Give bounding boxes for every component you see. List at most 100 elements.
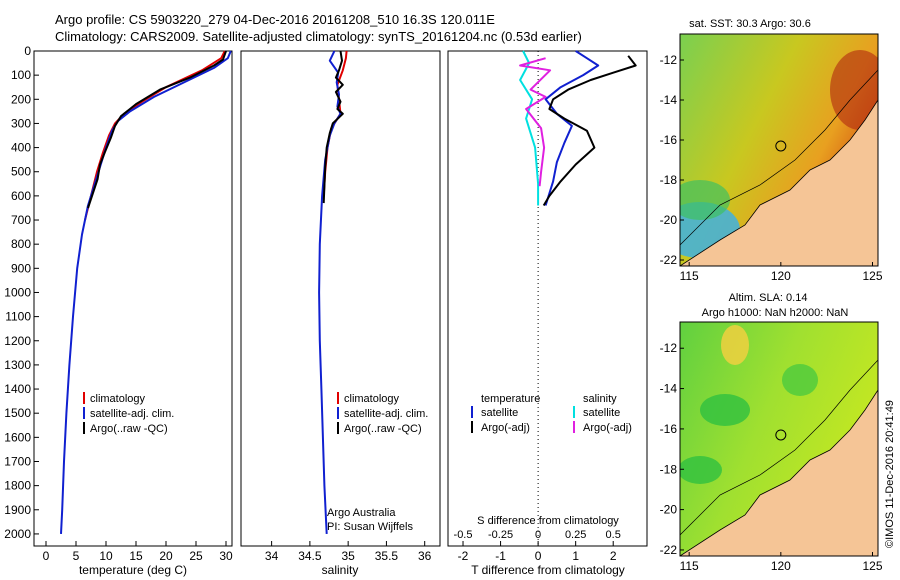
difference-axes-frame <box>447 50 648 547</box>
salinity-panel: 34 34.5 35 35.5 36 salinity climatology sate… <box>240 50 441 577</box>
series-line-s-argo-adj <box>519 57 552 187</box>
map-y-tick-label: -12 <box>660 341 678 355</box>
series-line-argo-raw-qc <box>87 50 227 209</box>
map-x-tick-label: 120 <box>771 269 791 283</box>
x-tick-label: 2 <box>610 549 617 563</box>
x2-tick-label: 0.5 <box>606 529 621 541</box>
x-tick-label: 35.5 <box>375 549 399 563</box>
x-tick-label: 15 <box>129 549 143 563</box>
y-tick-label: 1200 <box>4 334 31 348</box>
y-tick-label: 900 <box>11 261 31 275</box>
map-y-tick-label: -20 <box>660 503 678 517</box>
legend-label-satellite: satellite-adj. clim. <box>344 408 428 420</box>
header-line2: Climatology: CARS2009. Satellite-adjuste… <box>55 29 582 44</box>
map-y-tick-label: -22 <box>660 543 678 557</box>
sst-map-frame <box>679 33 879 267</box>
x-tick-label: 1 <box>572 549 579 563</box>
x-tick-label: 30 <box>219 549 233 563</box>
warm-sst-patch <box>830 50 878 130</box>
x2-tick-label: 0 <box>535 529 541 541</box>
y-tick-label: 2000 <box>4 527 31 541</box>
map-y-tick-label: -16 <box>660 422 678 436</box>
y-tick-label: 1400 <box>4 382 31 396</box>
salinity-xlabel: salinity <box>322 563 359 577</box>
map-x-tick-label: 115 <box>680 559 699 573</box>
salinity-axes-frame <box>240 50 441 547</box>
temperature-x-axis: 0 5 10 15 20 25 30 <box>43 541 233 563</box>
y-tick-label: 1000 <box>4 285 31 299</box>
y-tick-label: 1900 <box>4 503 31 517</box>
x-tick-label: 35 <box>341 549 355 563</box>
s-difference-xlabel: S difference from climatology <box>477 515 619 527</box>
map-y-tick-label: -18 <box>660 462 678 476</box>
sla-map-frame <box>679 321 879 557</box>
map-x-tick-label: 125 <box>862 269 882 283</box>
map-y-tick-label: -14 <box>660 382 678 396</box>
map-y-tick-label: -20 <box>660 213 678 227</box>
temperature-axes-frame <box>33 50 233 547</box>
legend-label-satellite: satellite-adj. clim. <box>90 408 174 420</box>
annotation-argo-australia: Argo Australia <box>327 507 396 519</box>
y-tick-label: 800 <box>11 237 31 251</box>
sst-map-title: sat. SST: 30.3 Argo: 30.6 <box>689 18 811 30</box>
salinity-x-axis: 34 34.5 35 35.5 36 <box>265 541 432 563</box>
x-tick-label: -2 <box>458 549 469 563</box>
y-tick-label: 200 <box>11 92 31 106</box>
low-sla-patch-2 <box>680 456 722 484</box>
low-sla-patch-3 <box>782 364 818 396</box>
imos-credit: ©IMOS 11-Dec-2016 20:41:49 <box>884 400 896 548</box>
map-y-tick-label: -22 <box>660 253 678 267</box>
difference-series <box>519 50 637 207</box>
sst-map-image <box>680 34 878 266</box>
x-tick-label: 25 <box>189 549 203 563</box>
x-tick-label: 36 <box>418 549 432 563</box>
legend-label-argo: Argo(..raw -QC) <box>344 423 422 435</box>
series-line-argo-raw-qc <box>322 50 344 204</box>
legend-label-s-argo: Argo(-adj) <box>583 422 632 434</box>
temperature-legend: climatology satellite-adj. clim. Argo(..… <box>83 392 174 435</box>
x-tick-label: 5 <box>73 549 80 563</box>
legend-label-t-argo: Argo(-adj) <box>481 422 530 434</box>
map-x-tick-label: 125 <box>862 559 882 573</box>
y-tick-label: 0 <box>24 44 31 58</box>
x2-tick-label: -0.25 <box>488 529 513 541</box>
x-tick-label: -1 <box>495 549 506 563</box>
y-tick-label: 1700 <box>4 454 31 468</box>
legend-label-climatology: climatology <box>90 393 146 405</box>
difference-legend: temperature satellite Argo(-adj) salinit… <box>471 393 632 434</box>
y-tick-label: 700 <box>11 213 31 227</box>
legend-label-t-satellite: satellite <box>481 407 518 419</box>
legend-label-climatology: climatology <box>344 393 400 405</box>
sst-map-panel: sat. SST: 30.3 Argo: 30.6 115 120 125 -12 -1… <box>660 18 883 283</box>
legend-label-s-satellite: satellite <box>583 407 620 419</box>
argo-float-marker <box>775 429 787 441</box>
x-tick-label: 0 <box>43 549 50 563</box>
sla-map-image <box>680 322 878 556</box>
map-x-tick-label: 115 <box>680 269 699 283</box>
y-tick-label: 600 <box>11 189 31 203</box>
salinity-legend: climatology satellite-adj. clim. Argo(..… <box>337 392 428 435</box>
map-y-tick-label: -12 <box>660 53 678 67</box>
legend-heading-temperature: temperature <box>481 393 540 405</box>
s-difference-x-axis: -0.5 -0.25 0 0.25 0.5 <box>454 529 621 541</box>
y-tick-label: 1600 <box>4 430 31 444</box>
y-tick-label: 100 <box>11 68 31 82</box>
temperature-panel: 0100200300400500600700800900100011001200… <box>4 44 453 577</box>
map-x-tick-label: 120 <box>771 559 791 573</box>
isobath-contour <box>680 69 878 246</box>
depth-axis: 0 100 200 300 400 500 600 700 800 900 1000 1100 1200… <box>4 44 453 541</box>
x2-tick-label: -0.5 <box>454 529 473 541</box>
sst-map-axes: 115 120 125 -12 -14 -16 -18 -20 -22 <box>660 53 883 283</box>
y-tick-label: 500 <box>11 165 31 179</box>
argo-float-marker <box>775 140 787 152</box>
temperature-series <box>60 50 232 534</box>
map-y-tick-label: -14 <box>660 93 678 107</box>
legend-label-argo: Argo(..raw -QC) <box>90 423 168 435</box>
x-tick-label: 20 <box>159 549 173 563</box>
sla-map-panel: Altim. SLA: 0.14 Argo h1000: NaN h2000: … <box>660 292 883 573</box>
australia-land <box>680 389 878 556</box>
y-tick-label: 1300 <box>4 358 31 372</box>
sla-map-subtitle: Argo h1000: NaN h2000: NaN <box>702 307 849 319</box>
y-tick-label: 300 <box>11 116 31 130</box>
